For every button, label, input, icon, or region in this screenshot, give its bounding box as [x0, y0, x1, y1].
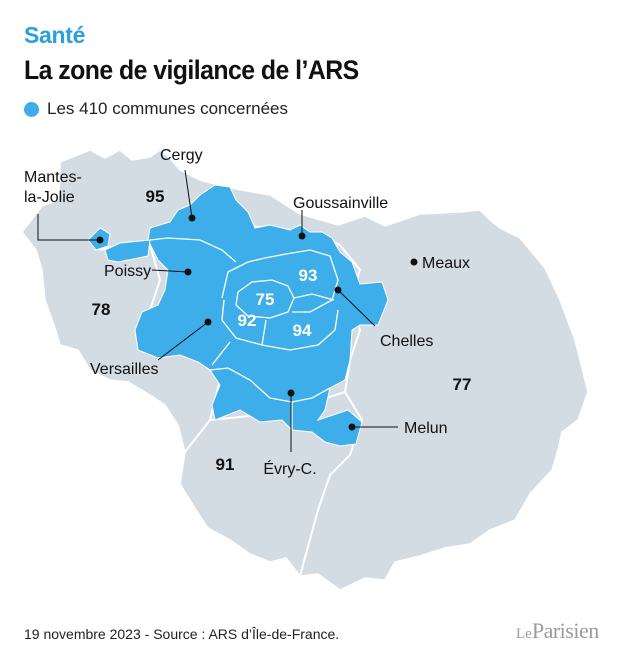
dot-evry [287, 389, 295, 397]
dept-94: 94 [293, 321, 312, 340]
legend-swatch [24, 101, 39, 117]
dept-75: 75 [256, 290, 275, 309]
dept-91: 91 [216, 455, 235, 474]
dot-versailles [204, 318, 212, 326]
city-meaux: Meaux [422, 255, 470, 272]
legend-label: Les 410 communes concernées [47, 99, 288, 118]
source-footer: 19 novembre 2023 - Source : ARS d’Île-de… [24, 626, 340, 642]
city-poissy: Poissy [104, 263, 151, 280]
leader-chelles [337, 289, 376, 327]
leader-cergy [184, 169, 193, 219]
city-chelles: Chelles [380, 333, 433, 350]
city-mantes-line2: la-Jolie [24, 189, 75, 206]
dept-77: 77 [453, 375, 472, 394]
dot-chelles [334, 286, 342, 294]
kicker-label: Santé [24, 22, 86, 48]
leader-mantes [37, 214, 100, 241]
dept-78: 78 [92, 300, 111, 319]
dept-93: 93 [299, 266, 318, 285]
dot-meaux [410, 258, 418, 266]
dept-95: 95 [146, 187, 165, 206]
zone-poissy-strip [104, 239, 151, 263]
logo-name: Parisien [531, 618, 599, 643]
dept-92: 92 [238, 311, 257, 330]
paris-outline [235, 279, 295, 319]
legend: Les 410 communes concernées [24, 99, 288, 119]
page-title: La zone de vigilance de l’ARS [24, 55, 359, 85]
inner-borders [149, 237, 339, 430]
leader-lines [37, 169, 418, 452]
vigilance-zone [87, 184, 389, 447]
le-parisien-logo: LeParisien [516, 618, 599, 644]
zone-main [134, 184, 389, 447]
logo-le: Le [516, 626, 532, 642]
city-goussainville: Goussainville [293, 195, 388, 212]
dot-melun [348, 423, 356, 431]
dot-poissy [184, 268, 192, 276]
dot-mantes [96, 236, 104, 244]
city-versailles: Versailles [90, 361, 158, 378]
leader-poissy [151, 269, 189, 273]
city-melun: Melun [404, 420, 448, 437]
dot-goussainville [298, 232, 306, 240]
leader-versailles [157, 321, 209, 361]
dot-cergy [188, 214, 196, 222]
city-evry: Évry-C. [263, 459, 316, 478]
city-mantes-line1: Mantes- [24, 169, 82, 186]
city-cergy: Cergy [160, 147, 203, 164]
